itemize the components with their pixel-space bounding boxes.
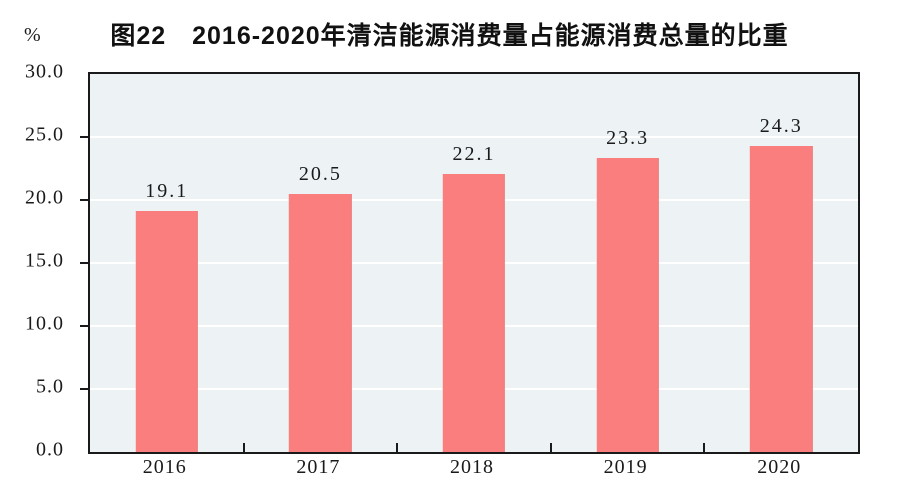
x-axis-tick-label: 2018: [449, 456, 494, 478]
bar-2020: [749, 145, 813, 452]
y-axis-tick-label: 15.0: [25, 249, 64, 272]
y-axis-tick: [80, 325, 90, 327]
x-axis-tick: [549, 443, 552, 452]
gridline: [90, 136, 858, 138]
bar-2019: [596, 158, 659, 452]
x-axis-tick: [242, 443, 245, 452]
y-axis-tick-label: 0.0: [36, 438, 64, 461]
bar-2017: [289, 193, 352, 452]
x-axis-tick-label: 2017: [296, 456, 341, 478]
bar-value-label: 23.3: [606, 127, 650, 150]
x-axis-tick-label: 2016: [142, 456, 187, 478]
bar-value-label: 22.1: [452, 142, 496, 165]
x-axis-tick-label: 2019: [603, 456, 648, 478]
plot-area: 19.1 20.5 22.1 23.3 24.3: [80, 72, 860, 454]
x-axis-tick: [703, 443, 706, 452]
y-axis-tick: [80, 199, 90, 201]
y-axis-tick-label: 5.0: [36, 375, 64, 398]
y-axis-tick-label: 25.0: [25, 123, 64, 146]
bar-value-label: 24.3: [759, 114, 803, 137]
y-axis-tick: [80, 262, 90, 264]
y-axis-tick-label: 10.0: [25, 312, 64, 335]
bar-2016: [135, 211, 199, 452]
x-axis-tick: [396, 443, 399, 452]
y-axis-unit-label: %: [24, 24, 41, 46]
y-axis-tick: [80, 388, 90, 390]
y-axis-tick-label: 20.0: [25, 186, 64, 209]
y-axis-tick: [80, 136, 90, 138]
chart-title: 图22 2016-2020年清洁能源消费量占能源消费总量的比重: [110, 22, 789, 50]
x-axis-tick-label: 2020: [757, 456, 802, 478]
bar-value-label: 19.1: [145, 180, 189, 203]
bar-value-label: 20.5: [298, 162, 342, 185]
y-axis-tick-label: 30.0: [25, 60, 64, 83]
bar-2018: [442, 173, 506, 452]
